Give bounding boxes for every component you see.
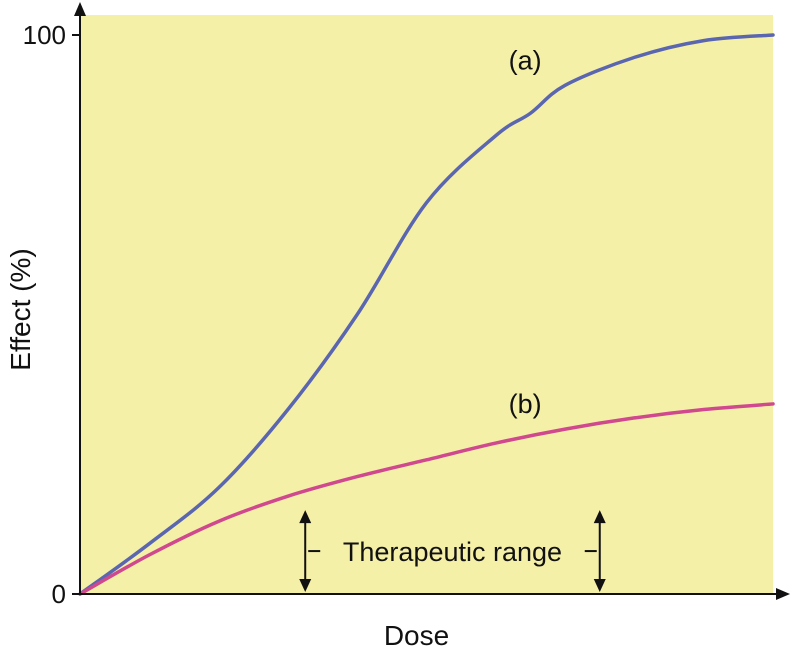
axes <box>74 2 790 600</box>
therapeutic-range-annotation: Therapeutic range <box>299 510 606 592</box>
series-b-label: (b) <box>509 389 542 419</box>
series-a-line <box>78 33 775 596</box>
range-arrow-right-down-head <box>593 579 606 592</box>
series-b-line <box>78 402 775 596</box>
therapeutic-range-label: Therapeutic range <box>343 537 562 567</box>
series-layer: (a) (b) <box>78 33 775 596</box>
y-axis-arrowhead <box>74 2 86 16</box>
x-axis-title: Dose <box>384 620 449 651</box>
y-axis-title: Effect (%) <box>5 248 36 370</box>
y-ticks: 0 100 <box>23 20 80 609</box>
series-a-label: (a) <box>509 45 542 75</box>
range-arrow-right-up-head <box>593 510 606 524</box>
range-arrow-left-up-head <box>299 510 312 524</box>
y-tick-label: 0 <box>52 579 66 609</box>
y-tick-label: 100 <box>23 20 66 50</box>
x-axis-arrowhead <box>776 588 790 600</box>
range-arrow-left-down-head <box>299 579 312 592</box>
plot-background <box>80 15 773 594</box>
